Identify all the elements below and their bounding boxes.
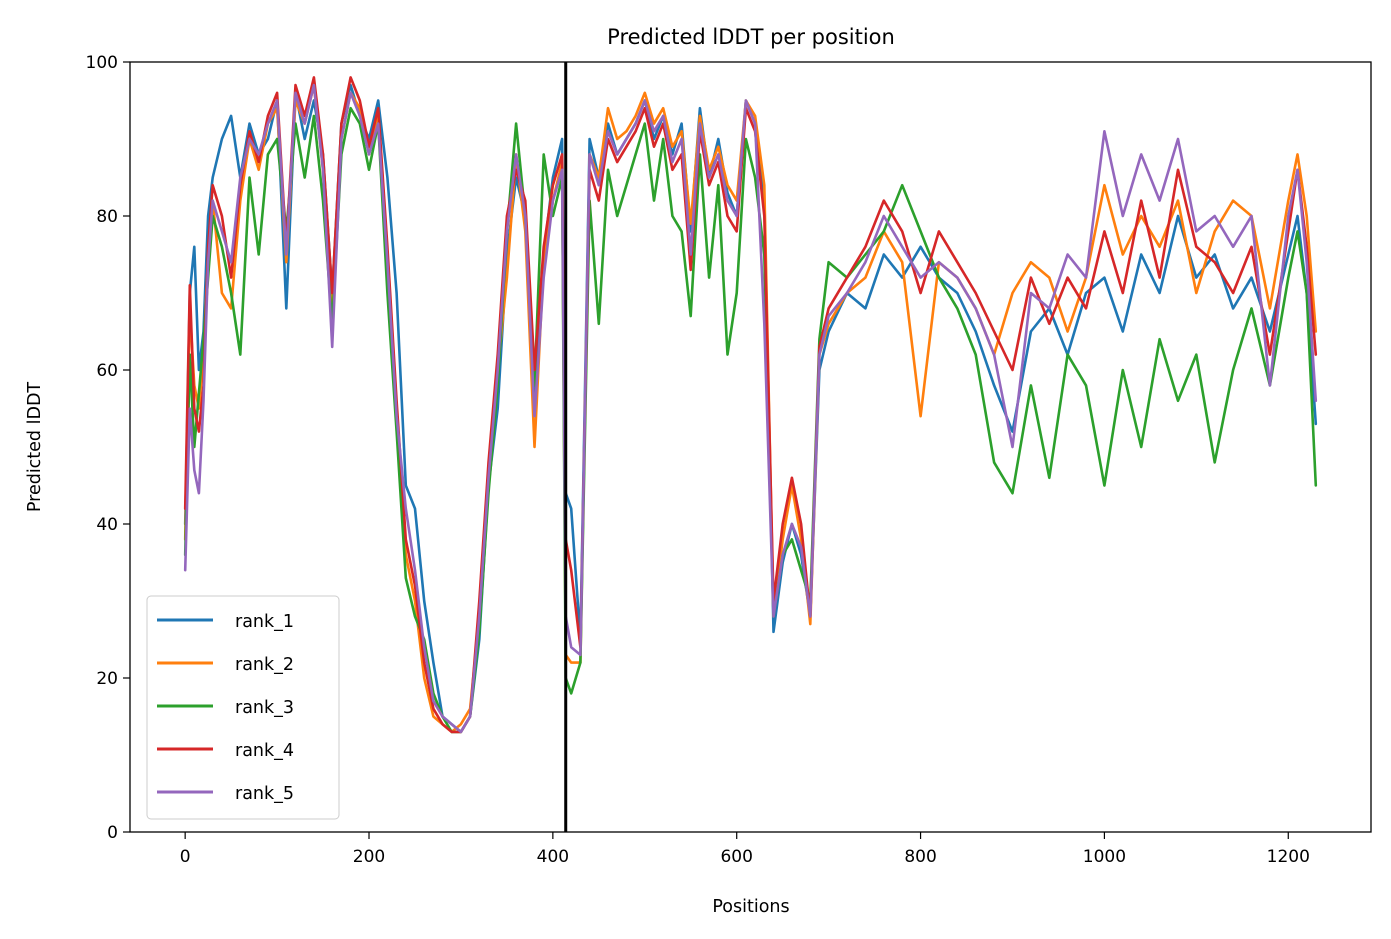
series-line-rank-5 <box>183 83 1318 734</box>
legend-label: rank_4 <box>235 741 294 761</box>
plot-area <box>129 61 1372 833</box>
y-tick-label: 100 <box>86 53 118 73</box>
legend-label: rank_2 <box>235 655 294 675</box>
x-tick-label: 600 <box>720 847 752 867</box>
x-tick-label: 200 <box>353 847 385 867</box>
x-tick-label: 1200 <box>1267 847 1310 867</box>
y-tick-label: 20 <box>96 669 118 689</box>
y-tick-label: 0 <box>107 823 118 843</box>
y-axis-ticks: 0 20 40 60 80 100 <box>86 53 130 843</box>
legend-box <box>146 595 340 820</box>
legend-label: rank_3 <box>235 698 294 718</box>
y-tick-label: 40 <box>96 515 118 535</box>
chart-title: Predicted lDDT per position <box>607 25 895 49</box>
x-tick-label: 800 <box>904 847 936 867</box>
series-line-rank-4 <box>183 76 1318 734</box>
legend-label: rank_5 <box>235 784 294 804</box>
x-axis-ticks: 0 200 400 600 800 1000 1200 <box>180 832 1310 867</box>
x-tick-label: 1000 <box>1083 847 1126 867</box>
x-tick-label: 0 <box>180 847 191 867</box>
x-axis-label: Positions <box>712 897 789 917</box>
y-tick-label: 80 <box>96 207 118 227</box>
y-axis-label: Predicted lDDT <box>25 382 45 513</box>
x-tick-label: 400 <box>537 847 569 867</box>
axes-frame <box>129 61 1372 833</box>
series-line-rank-3 <box>183 106 1318 734</box>
legend-label: rank_1 <box>235 612 294 632</box>
series-layer <box>183 76 1318 734</box>
y-tick-label: 60 <box>96 361 118 381</box>
legend: rank_1 rank_2 rank_3 rank_4 rank_5 <box>146 595 340 820</box>
